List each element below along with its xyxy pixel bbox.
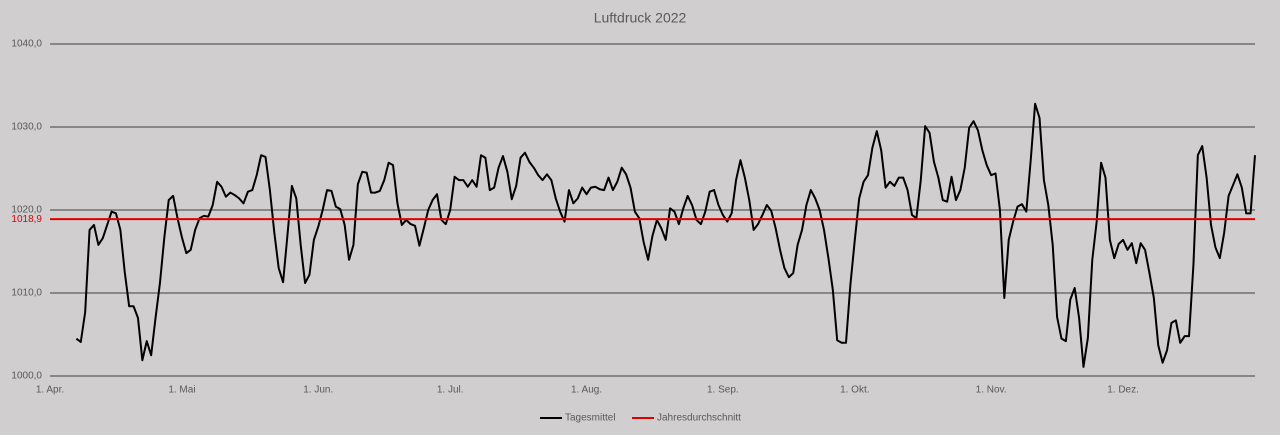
x-tick-label: 1. Apr. [36,385,64,396]
x-tick-label: 1. Jun. [303,385,333,396]
average-label: 1018,9 [11,214,42,225]
x-tick-label: 1. Aug. [571,385,602,396]
y-tick-label: 1030,0 [11,122,42,133]
x-tick-label: 1. Jul. [437,385,464,396]
legend-label: Jahresdurchschnitt [657,413,741,424]
x-tick-label: 1. Okt. [840,385,869,396]
x-tick-label: 1. Dez. [1107,385,1139,396]
y-tick-label: 1000,0 [11,371,42,382]
chart-title: Luftdruck 2022 [594,10,687,26]
y-tick-label: 1020,0 [11,205,42,216]
x-tick-label: 1. Mai [168,385,195,396]
y-tick-label: 1040,0 [11,39,42,50]
y-tick-label: 1010,0 [11,288,42,299]
legend-label: Tagesmittel [565,413,616,424]
x-tick-label: 1. Nov. [976,385,1007,396]
x-tick-label: 1. Sep. [707,385,739,396]
